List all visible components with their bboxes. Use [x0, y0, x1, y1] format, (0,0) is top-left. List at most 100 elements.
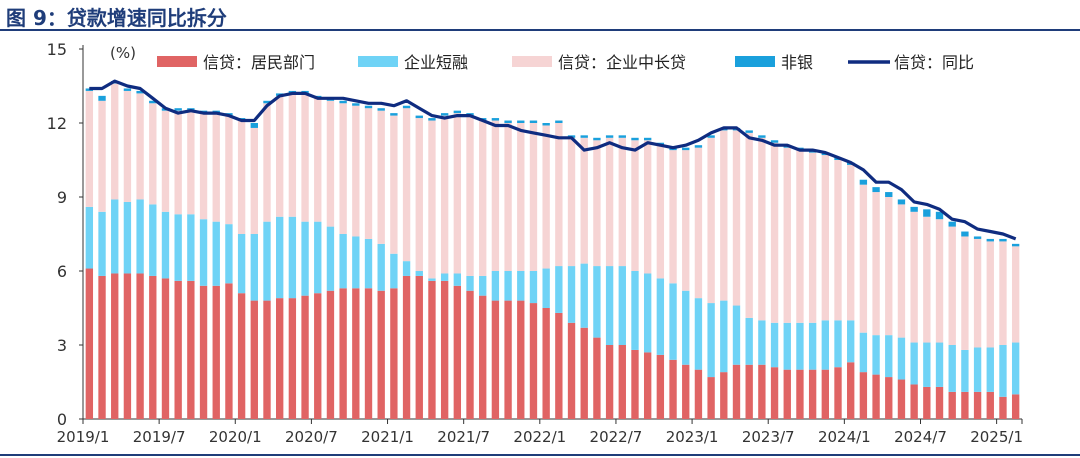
bar-resident: [618, 345, 626, 419]
y-tick-label: 12: [47, 114, 67, 133]
bar-resident: [225, 283, 233, 419]
bar-corp-short: [479, 275, 487, 296]
bar-corp-long: [973, 238, 982, 348]
bar-corp-short: [402, 261, 411, 276]
bar-corp-short: [199, 219, 208, 286]
bar-resident: [910, 384, 918, 419]
bar-corp-long: [923, 216, 931, 343]
bar-corp-long: [796, 150, 804, 323]
bar-corp-long: [859, 184, 868, 333]
bar-resident: [923, 386, 931, 419]
bar-corp-long: [314, 98, 322, 222]
bar-corp-long: [504, 123, 512, 271]
bar-corp-long: [783, 147, 791, 323]
bar-nonbank: [149, 100, 157, 104]
bar-corp-long: [999, 241, 1007, 345]
bar-resident: [605, 345, 614, 419]
bar-resident: [796, 369, 804, 419]
bar-corp-long: [352, 105, 360, 237]
x-tick-label: 2020/7: [285, 428, 338, 446]
bar-corp-short: [390, 253, 398, 289]
bar-corp-short: [707, 303, 715, 378]
bar-nonbank: [453, 110, 462, 114]
bar-resident: [453, 285, 462, 419]
bar-nonbank: [517, 120, 525, 123]
bar-corp-short: [910, 342, 918, 385]
bar-corp-long: [542, 125, 550, 269]
bar-corp-long: [402, 108, 411, 262]
figure-header: 图 9：贷款增速同比拆分: [0, 0, 1080, 31]
bar-nonbank: [758, 135, 766, 138]
bar-nonbank: [377, 108, 385, 111]
bar-nonbank: [694, 145, 703, 148]
bar-corp-long: [98, 100, 106, 212]
bar-resident: [390, 288, 398, 419]
bar-resident: [466, 290, 474, 419]
bar-corp-short: [999, 345, 1007, 397]
bar-corp-short: [567, 266, 576, 323]
legend-swatch: [157, 56, 197, 67]
bar-corp-short: [1011, 342, 1020, 395]
bar-corp-long: [745, 132, 753, 318]
bar-corp-long: [758, 137, 766, 321]
bar-corp-short: [352, 236, 360, 289]
bar-resident: [364, 288, 373, 419]
bar-nonbank: [1011, 243, 1020, 247]
bar-corp-short: [783, 322, 791, 370]
bar-corp-short: [872, 335, 880, 375]
bar-corp-long: [364, 108, 373, 239]
bar-corp-long: [237, 120, 246, 234]
bar-corp-short: [276, 216, 284, 299]
bar-corp-short: [885, 335, 893, 378]
bar-nonbank: [618, 135, 626, 138]
bar-corp-short: [859, 332, 868, 373]
x-tick-label: 2022/1: [513, 428, 566, 446]
bar-resident: [885, 377, 893, 419]
bar-corp-long: [948, 226, 956, 345]
bar-nonbank: [174, 108, 182, 111]
figure-title: 图 9：贷款增速同比拆分: [6, 6, 227, 30]
bar-corp-short: [758, 320, 766, 365]
bar-corp-short: [935, 342, 944, 387]
bar-corp-long: [605, 137, 614, 267]
bar-corp-long: [390, 115, 398, 254]
bar-corp-long: [720, 130, 728, 301]
bar-corp-short: [187, 214, 195, 281]
bar-resident: [770, 367, 779, 419]
bar-corp-short: [301, 221, 309, 296]
bar-resident: [250, 300, 258, 419]
bar-resident: [542, 308, 550, 419]
bar-nonbank: [593, 137, 601, 141]
bar-corp-short: [732, 305, 741, 365]
bar-resident: [872, 374, 880, 419]
bar-corp-long: [212, 113, 220, 222]
bar-corp-short: [428, 278, 436, 281]
bar-nonbank: [440, 113, 449, 116]
bar-resident: [428, 280, 436, 419]
bar-nonbank: [859, 179, 868, 185]
bar-resident: [339, 288, 347, 419]
bar-corp-short: [618, 266, 626, 345]
bar-resident: [707, 377, 715, 419]
bar-corp-short: [263, 221, 271, 301]
bar-corp-long: [288, 93, 297, 217]
bar-corp-long: [986, 241, 994, 348]
bar-corp-long: [885, 197, 893, 336]
bar-resident: [174, 280, 182, 419]
bar-corp-long: [656, 145, 665, 279]
bar-resident: [402, 275, 411, 419]
bar-nonbank: [555, 120, 563, 123]
bar-corp-long: [174, 110, 182, 215]
bar-corp-short: [415, 271, 423, 276]
bar-corp-short: [364, 238, 373, 289]
bar-nonbank: [631, 137, 639, 141]
bar-resident: [98, 275, 106, 419]
bar-corp-long: [555, 123, 563, 267]
bar-corp-short: [948, 345, 956, 392]
line-credit-yoy: [89, 79, 1017, 241]
bar-corp-long: [897, 204, 906, 338]
bar-corp-long: [377, 110, 385, 244]
bar-corp-long: [593, 140, 601, 267]
bar-resident: [276, 298, 284, 419]
